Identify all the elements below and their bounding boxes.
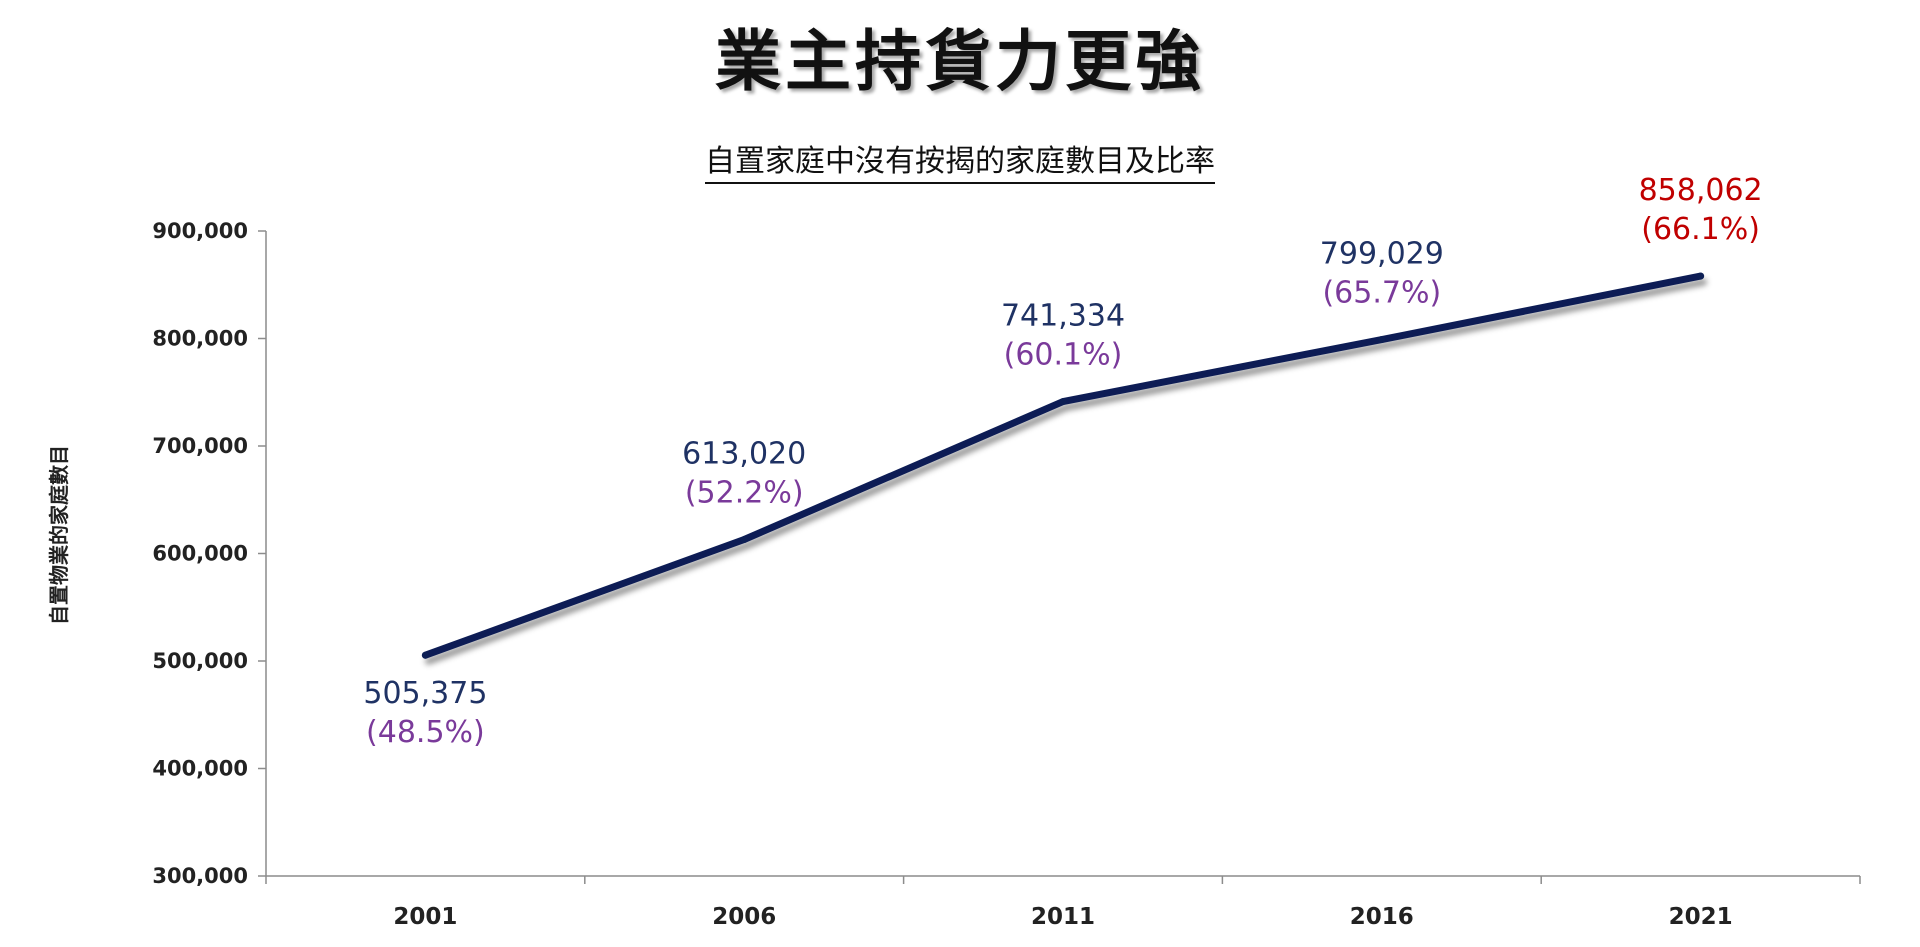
y-tick-label: 500,000: [152, 649, 248, 673]
y-tick-label: 800,000: [152, 327, 248, 351]
data-percent-label: (65.7%): [1322, 276, 1441, 311]
x-tick-label: 2001: [393, 904, 457, 930]
data-labels: 505,375 (48.5%) 613,020 (52.2%) 741,334 (60.1…: [363, 173, 1762, 750]
y-tick-label: 900,000: [152, 219, 248, 243]
data-point: [421, 651, 429, 659]
data-point: [1697, 272, 1705, 280]
data-value-label: 505,375: [363, 676, 487, 711]
series-marks: [421, 272, 1705, 659]
y-tick-label: 300,000: [152, 864, 248, 888]
y-tick-label: 400,000: [152, 757, 248, 781]
axes: 300,000 400,000 500,000 600,000 700,000 800,0…: [152, 219, 1861, 930]
y-tick-label: 600,000: [152, 542, 248, 566]
chart-title-text: 自置家庭中沒有按揭的家庭數目及比率: [705, 144, 1215, 184]
chart-title: 自置家庭中沒有按揭的家庭數目及比率: [0, 136, 1920, 184]
data-percent-label: (60.1%): [1004, 338, 1123, 373]
x-tick-label: 2011: [1031, 904, 1095, 930]
y-tick-label: 700,000: [152, 434, 248, 458]
data-value-label: 613,020: [682, 437, 806, 472]
page-title: 業主持貨力更強: [715, 23, 1205, 100]
data-percent-label: (66.1%): [1641, 212, 1760, 247]
data-percent-label: (48.5%): [366, 715, 485, 750]
data-value-label: 858,062: [1639, 173, 1763, 208]
data-point: [1059, 398, 1067, 406]
x-tick-label: 2006: [712, 904, 776, 930]
data-value-label: 799,029: [1320, 237, 1444, 272]
x-tick-label: 2021: [1669, 904, 1733, 930]
data-percent-label: (52.2%): [685, 476, 804, 511]
x-tick-label: 2016: [1350, 904, 1414, 930]
data-value-label: 741,334: [1001, 299, 1125, 334]
data-point: [1378, 336, 1386, 344]
y-axis-label: 自置物業的家庭數目: [47, 445, 71, 625]
data-point: [740, 536, 748, 544]
